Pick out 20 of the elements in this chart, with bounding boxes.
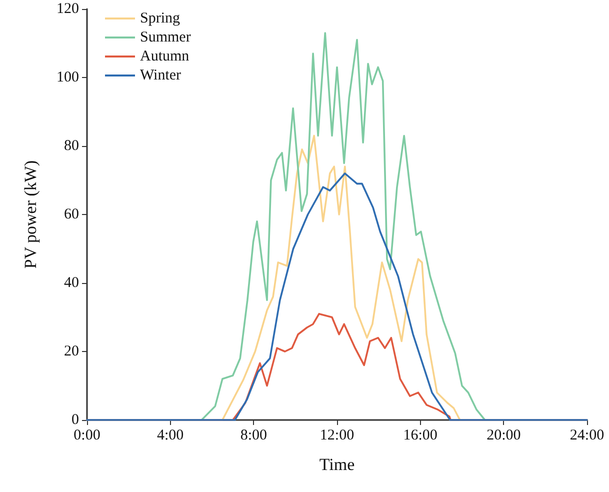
x-tick-label: 0:00	[74, 428, 100, 444]
x-tick-label: 12:00	[320, 428, 354, 444]
y-tick-label: 40	[64, 275, 79, 291]
x-tick-label: 20:00	[486, 428, 521, 444]
y-tick-label: 0	[72, 412, 79, 428]
legend-label: Summer	[140, 30, 191, 46]
y-tick-label: 100	[56, 70, 79, 86]
y-tick-label: 80	[64, 138, 79, 154]
y-tick-label: 120	[56, 1, 79, 17]
legend-label: Autumn	[140, 48, 190, 64]
y-tick-label: 60	[64, 206, 79, 222]
x-axis-title: Time	[319, 455, 355, 474]
x-tick-label: 8:00	[240, 428, 268, 444]
x-tick-label: 16:00	[403, 428, 438, 444]
y-tick-label: 20	[64, 344, 79, 360]
x-tick-label: 4:00	[156, 428, 184, 444]
legend-label: Spring	[140, 10, 181, 26]
x-tick-label: 24:00	[570, 428, 604, 444]
y-axis-title: PV power (kW)	[21, 160, 40, 269]
legend-label: Winter	[140, 68, 182, 84]
